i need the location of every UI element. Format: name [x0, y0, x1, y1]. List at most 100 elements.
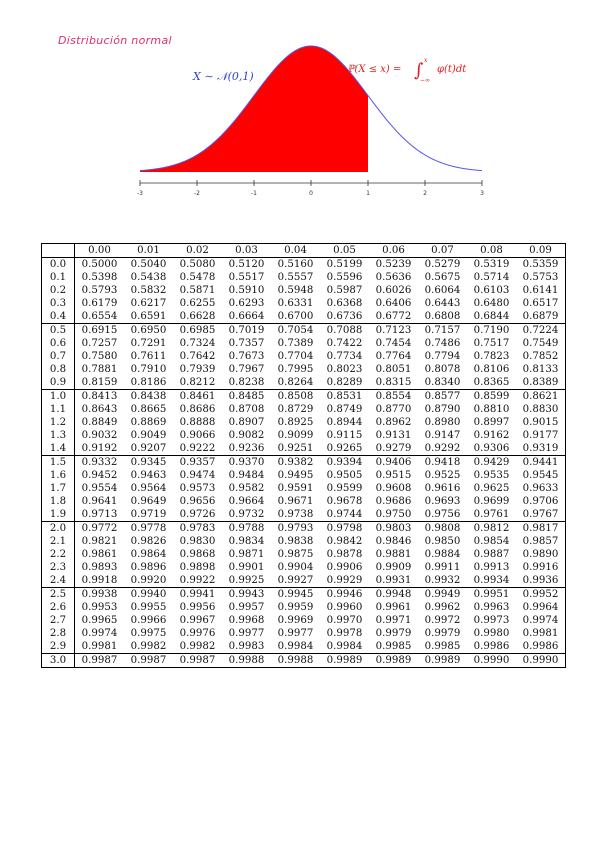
row-header: 0.6	[41, 337, 75, 350]
table-cell: 0.9913	[473, 562, 510, 573]
z-table: 0.00 0.01 0.02 0.03 0.04 0.05 0.06 0.07 0.08 0.09…	[41, 243, 566, 668]
row-header: 2.1	[41, 535, 75, 548]
table-cell: 0.9251	[271, 442, 320, 456]
table-cell: 0.9977	[228, 628, 265, 639]
row-header: 2.2	[41, 548, 75, 561]
table-cell: 0.7611	[130, 351, 167, 362]
table-cell: 0.9988	[277, 655, 314, 666]
table-cell: 0.9808	[424, 523, 461, 534]
table-cell: 0.9306	[467, 442, 516, 456]
table-row: 0.4 0.6554 0.6591 0.6628 0.6664 0.6700 0.6736 0…	[41, 310, 566, 324]
table-cell: 0.9943	[228, 589, 265, 600]
table-cell: 0.9985	[369, 640, 418, 654]
table-cell: 0.9963	[473, 602, 510, 613]
table-cell: 0.9977	[277, 628, 314, 639]
table-cell: 0.9474	[179, 470, 216, 481]
table-cell: 0.9960	[326, 602, 363, 613]
table-cell: 0.8810	[473, 404, 510, 415]
table-cell: 0.5557	[277, 272, 314, 283]
table-cell: 0.9969	[277, 615, 314, 626]
table-cell: 0.6480	[473, 298, 510, 309]
row-header: 2.6	[41, 601, 75, 614]
row-header: 0.9	[41, 376, 75, 390]
table-cell: 0.7517	[473, 338, 510, 349]
table-cell: 0.9990	[522, 655, 559, 666]
table-cell: 0.9798	[326, 523, 363, 534]
table-row: 2.6 0.9953 0.9955 0.9956 0.9957 0.9959 0.9960 0…	[41, 601, 566, 614]
table-row: 2.2 0.9861 0.9864 0.9868 0.9871 0.9875 0.9878 0…	[41, 548, 566, 561]
table-cell: 0.9015	[522, 417, 559, 428]
table-cell: 0.7852	[522, 351, 559, 362]
table-cell: 0.9904	[277, 562, 314, 573]
row-header: 1.2	[41, 416, 75, 429]
table-row: 1.8 0.9641 0.9649 0.9656 0.9664 0.9671 0.9678 0…	[41, 495, 566, 508]
table-cell: 0.9965	[81, 615, 118, 626]
table-cell: 0.9554	[81, 483, 118, 494]
table-cell: 0.9916	[522, 562, 559, 573]
table-row: 1.4 0.9192 0.9207 0.9222 0.9236 0.9251 0.9265 0…	[41, 442, 566, 456]
table-cell: 0.9265	[320, 442, 369, 456]
table-cell: 0.8212	[173, 376, 222, 390]
table-cell: 0.8438	[130, 391, 167, 402]
table-cell: 0.9966	[130, 615, 167, 626]
x-tick-label: -1	[251, 190, 257, 197]
table-cell: 0.6844	[467, 310, 516, 324]
table-cell: 0.9959	[277, 602, 314, 613]
table-cell: 0.8531	[326, 391, 363, 402]
table-cell: 0.9989	[326, 655, 363, 666]
table-body: 0.0 0.5000 0.5040 0.5080 0.5120 0.5160 0.5199 0…	[41, 257, 566, 668]
table-cell: 0.6217	[130, 298, 167, 309]
column-header: 0.09	[516, 243, 566, 258]
table-cell: 0.9345	[130, 457, 167, 468]
table-cell: 0.9927	[271, 574, 320, 588]
table-cell: 0.6179	[81, 298, 118, 309]
table-cell: 0.8997	[473, 417, 510, 428]
table-row: 3.0 0.9987 0.9987 0.9987 0.9988 0.9988 0.9989 0…	[41, 653, 566, 668]
table-cell: 0.9949	[424, 589, 461, 600]
table-cell: 0.7704	[277, 351, 314, 362]
table-cell: 0.8869	[130, 417, 167, 428]
table-cell: 0.9812	[473, 523, 510, 534]
table-cell: 0.9922	[173, 574, 222, 588]
table-cell: 0.6808	[418, 310, 467, 324]
table-cell: 0.9884	[424, 549, 461, 560]
table-cell: 0.9864	[130, 549, 167, 560]
table-row: 1.3 0.9032 0.9049 0.9066 0.9082 0.9099 0.9115 0…	[41, 429, 566, 442]
table-row: 2.0 0.9772 0.9778 0.9783 0.9788 0.9793 0.9798 0…	[41, 521, 566, 535]
table-cell: 0.9857	[522, 536, 559, 547]
table-cell: 0.9664	[228, 496, 265, 507]
table-row: 1.2 0.8849 0.8869 0.8888 0.8907 0.8925 0.8944 0…	[41, 416, 566, 429]
table-cell: 0.6736	[320, 310, 369, 324]
table-cell: 0.9838	[277, 536, 314, 547]
table-cell: 0.9989	[375, 655, 412, 666]
table-cell: 0.8485	[228, 391, 265, 402]
table-cell: 0.7291	[130, 338, 167, 349]
table-cell: 0.9591	[277, 483, 314, 494]
table-cell: 0.9608	[375, 483, 412, 494]
table-row: 2.7 0.9965 0.9966 0.9967 0.9968 0.9969 0.9970 0…	[41, 614, 566, 627]
table-row: 1.7 0.9554 0.9564 0.9573 0.9582 0.9591 0.9599 0…	[41, 482, 566, 495]
table-cell: 0.9952	[522, 589, 559, 600]
table-cell: 0.6026	[375, 285, 412, 296]
table-cell: 0.9929	[320, 574, 369, 588]
table-cell: 0.9147	[424, 430, 461, 441]
table-cell: 0.8264	[271, 376, 320, 390]
x-tick-label: -3	[137, 190, 143, 197]
table-cell: 0.9131	[375, 430, 412, 441]
row-header: 1.0	[41, 389, 75, 403]
row-header: 1.7	[41, 482, 75, 495]
table-cell: 0.9961	[375, 602, 412, 613]
table-cell: 0.7939	[179, 364, 216, 375]
table-cell: 0.6141	[522, 285, 559, 296]
table-cell: 0.9953	[81, 602, 118, 613]
table-cell: 0.5120	[228, 259, 265, 270]
table-cell: 0.9890	[522, 549, 559, 560]
table-row: 0.3 0.6179 0.6217 0.6255 0.6293 0.6331 0.6368 0…	[41, 297, 566, 310]
table-cell: 0.9817	[522, 523, 559, 534]
table-cell: 0.9222	[173, 442, 222, 456]
table-cell: 0.9990	[473, 655, 510, 666]
table-cell: 0.9898	[179, 562, 216, 573]
table-cell: 0.9978	[326, 628, 363, 639]
row-header: 1.8	[41, 495, 75, 508]
table-cell: 0.9875	[277, 549, 314, 560]
